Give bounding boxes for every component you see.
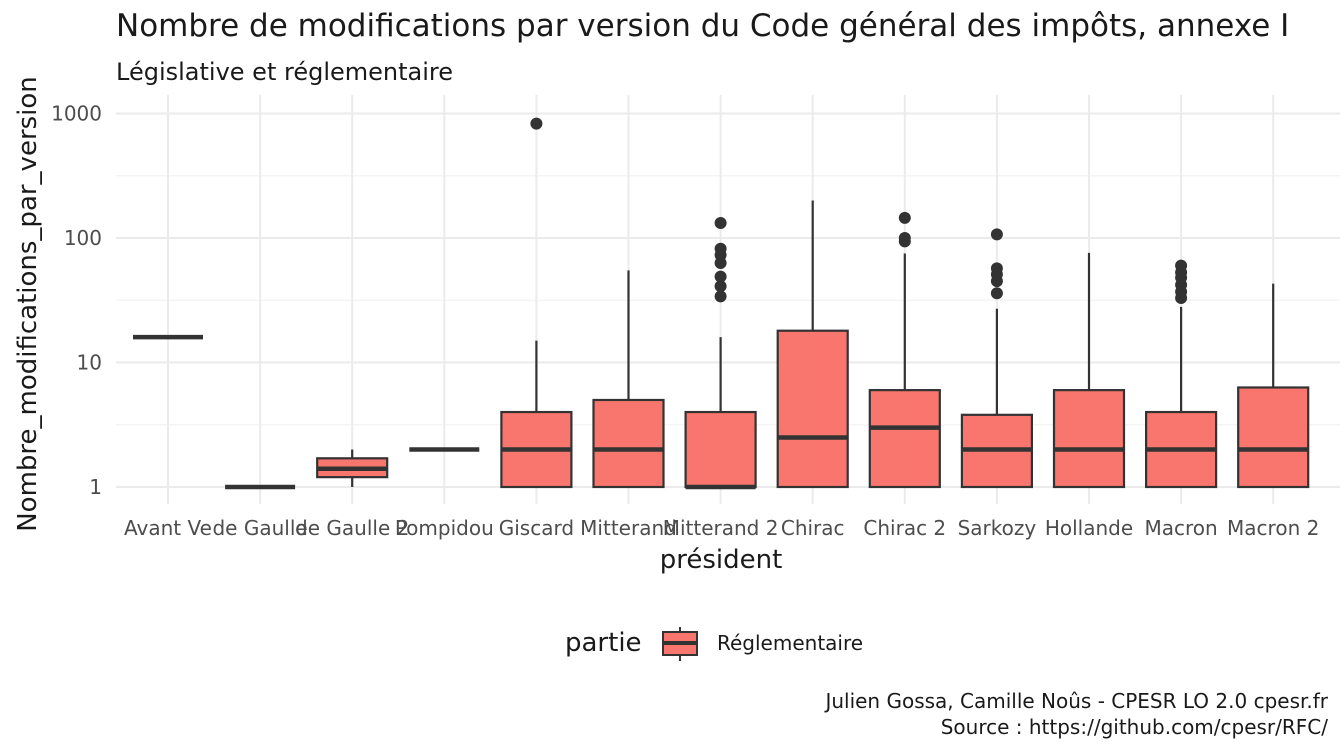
y-tick-labels: 1 10 100 1000 <box>51 102 102 500</box>
x-tick-label: Avant Ve <box>124 516 212 540</box>
outlier-point <box>714 270 727 283</box>
box-macron-2 <box>1237 283 1310 489</box>
legend-key <box>662 627 698 661</box>
box-chirac <box>776 200 849 489</box>
box-body <box>1052 389 1126 489</box>
x-tick-label: Mitterand <box>580 516 677 540</box>
y-tick-label: 100 <box>64 226 102 250</box>
outlier-point <box>714 290 727 303</box>
chart-title: Nombre de modifications par version du C… <box>116 8 1290 44</box>
box-sarkozy <box>960 228 1034 489</box>
outlier-point <box>714 242 727 255</box>
x-tick-label: Giscard <box>499 516 574 540</box>
box-body <box>1237 386 1310 489</box>
box-body <box>592 398 665 489</box>
outlier-point <box>990 228 1003 241</box>
outlier-point <box>714 216 727 229</box>
outlier-point <box>990 287 1003 300</box>
legend-label: Réglementaire <box>717 631 863 655</box>
y-axis-title: Nombre_modifications_par_version <box>13 76 43 532</box>
legend: partie Réglementaire <box>565 627 863 661</box>
x-axis-title: président <box>660 545 783 575</box>
x-tick-label: Sarkozy <box>958 516 1037 540</box>
box-mitterand <box>592 270 665 489</box>
x-tick-label: de Gaulle 2 <box>295 516 409 540</box>
x-tick-label: Chirac <box>781 516 845 540</box>
x-tick-label: Mitterand 2 <box>663 516 779 540</box>
outlier-point <box>898 232 911 244</box>
caption: Julien Gossa, Camille Noûs - CPESR LO 2.… <box>825 688 1328 740</box>
box-body <box>684 410 757 489</box>
box-hollande <box>1052 252 1126 489</box>
box-chirac-2 <box>868 211 941 489</box>
x-tick-label: Pompidou <box>395 516 494 540</box>
outlier-point <box>1175 259 1188 272</box>
chart-subtitle: Législative et réglementaire <box>116 58 453 86</box>
box-giscard <box>500 117 573 489</box>
x-tick-label: Hollande <box>1045 516 1133 540</box>
box-macron <box>1144 259 1218 489</box>
box-body <box>868 389 941 489</box>
y-tick-label: 1 <box>89 475 102 499</box>
boxes <box>133 117 1310 490</box>
legend-title: partie <box>565 628 642 658</box>
box-de-gaulle-2 <box>316 449 389 487</box>
outlier-point <box>530 117 543 130</box>
x-tick-label: Macron 2 <box>1227 516 1319 540</box>
x-tick-label: Macron <box>1144 516 1217 540</box>
outlier-point <box>714 280 727 293</box>
y-tick-label: 10 <box>77 351 102 375</box>
outlier-point <box>990 262 1003 275</box>
box-body <box>776 329 849 489</box>
x-tick-label: Chirac 2 <box>863 516 946 540</box>
outlier-point <box>898 211 911 224</box>
box-mitterand-2 <box>684 216 757 490</box>
caption-source: Source : https://github.com/cpesr/RFC/ <box>940 715 1328 739</box>
x-tick-label: de Gaulle <box>212 516 307 540</box>
y-tick-label: 1000 <box>51 102 102 126</box>
caption-credits: Julien Gossa, Camille Noûs - CPESR LO 2.… <box>825 689 1328 713</box>
